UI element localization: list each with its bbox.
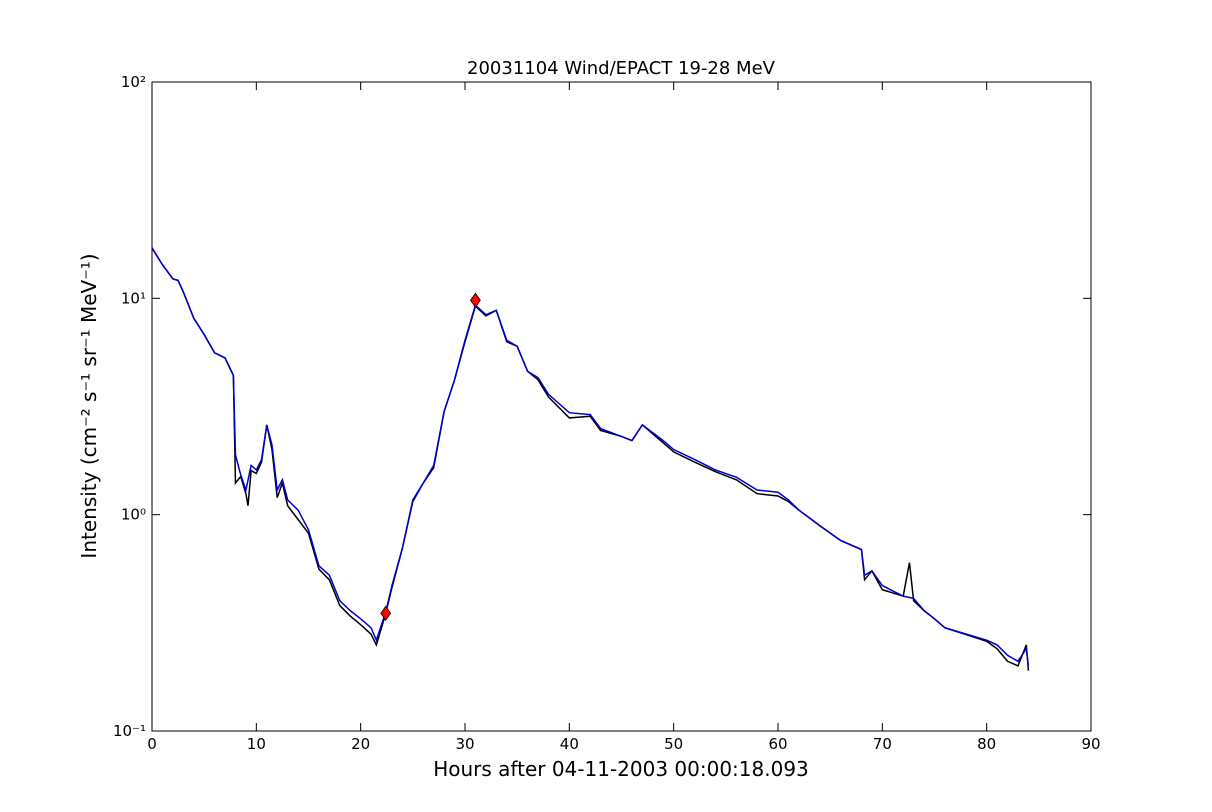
y-axis-label: Intensity (cm⁻² s⁻¹ sr⁻¹ MeV⁻¹): [77, 253, 101, 558]
y-tick-label: 10⁻¹: [113, 722, 146, 740]
marker: [380, 605, 392, 621]
x-tick-label: 40: [560, 735, 579, 753]
x-tick-label: 70: [873, 735, 892, 753]
y-tick-label: 10²: [121, 73, 146, 91]
line-series: [151, 247, 1030, 666]
x-axis-label: Hours after 04-11-2003 00:00:18.093: [433, 757, 809, 781]
x-tick-label: 80: [977, 735, 996, 753]
y-tick-label: 10¹: [121, 289, 146, 307]
line-series: [151, 247, 1030, 671]
x-tick-label: 90: [1081, 735, 1100, 753]
x-tick-label: 30: [455, 735, 474, 753]
x-tick-label: 0: [147, 735, 157, 753]
x-tick-label: 50: [664, 735, 683, 753]
y-tick-label: 10⁰: [121, 506, 146, 524]
x-tick-label: 20: [351, 735, 370, 753]
x-tick-label: 60: [768, 735, 787, 753]
chart-title: 20031104 Wind/EPACT 19-28 MeV: [467, 58, 776, 79]
x-tick-label: 10: [247, 735, 266, 753]
marker: [470, 292, 481, 308]
plot-frame: [151, 81, 1092, 732]
